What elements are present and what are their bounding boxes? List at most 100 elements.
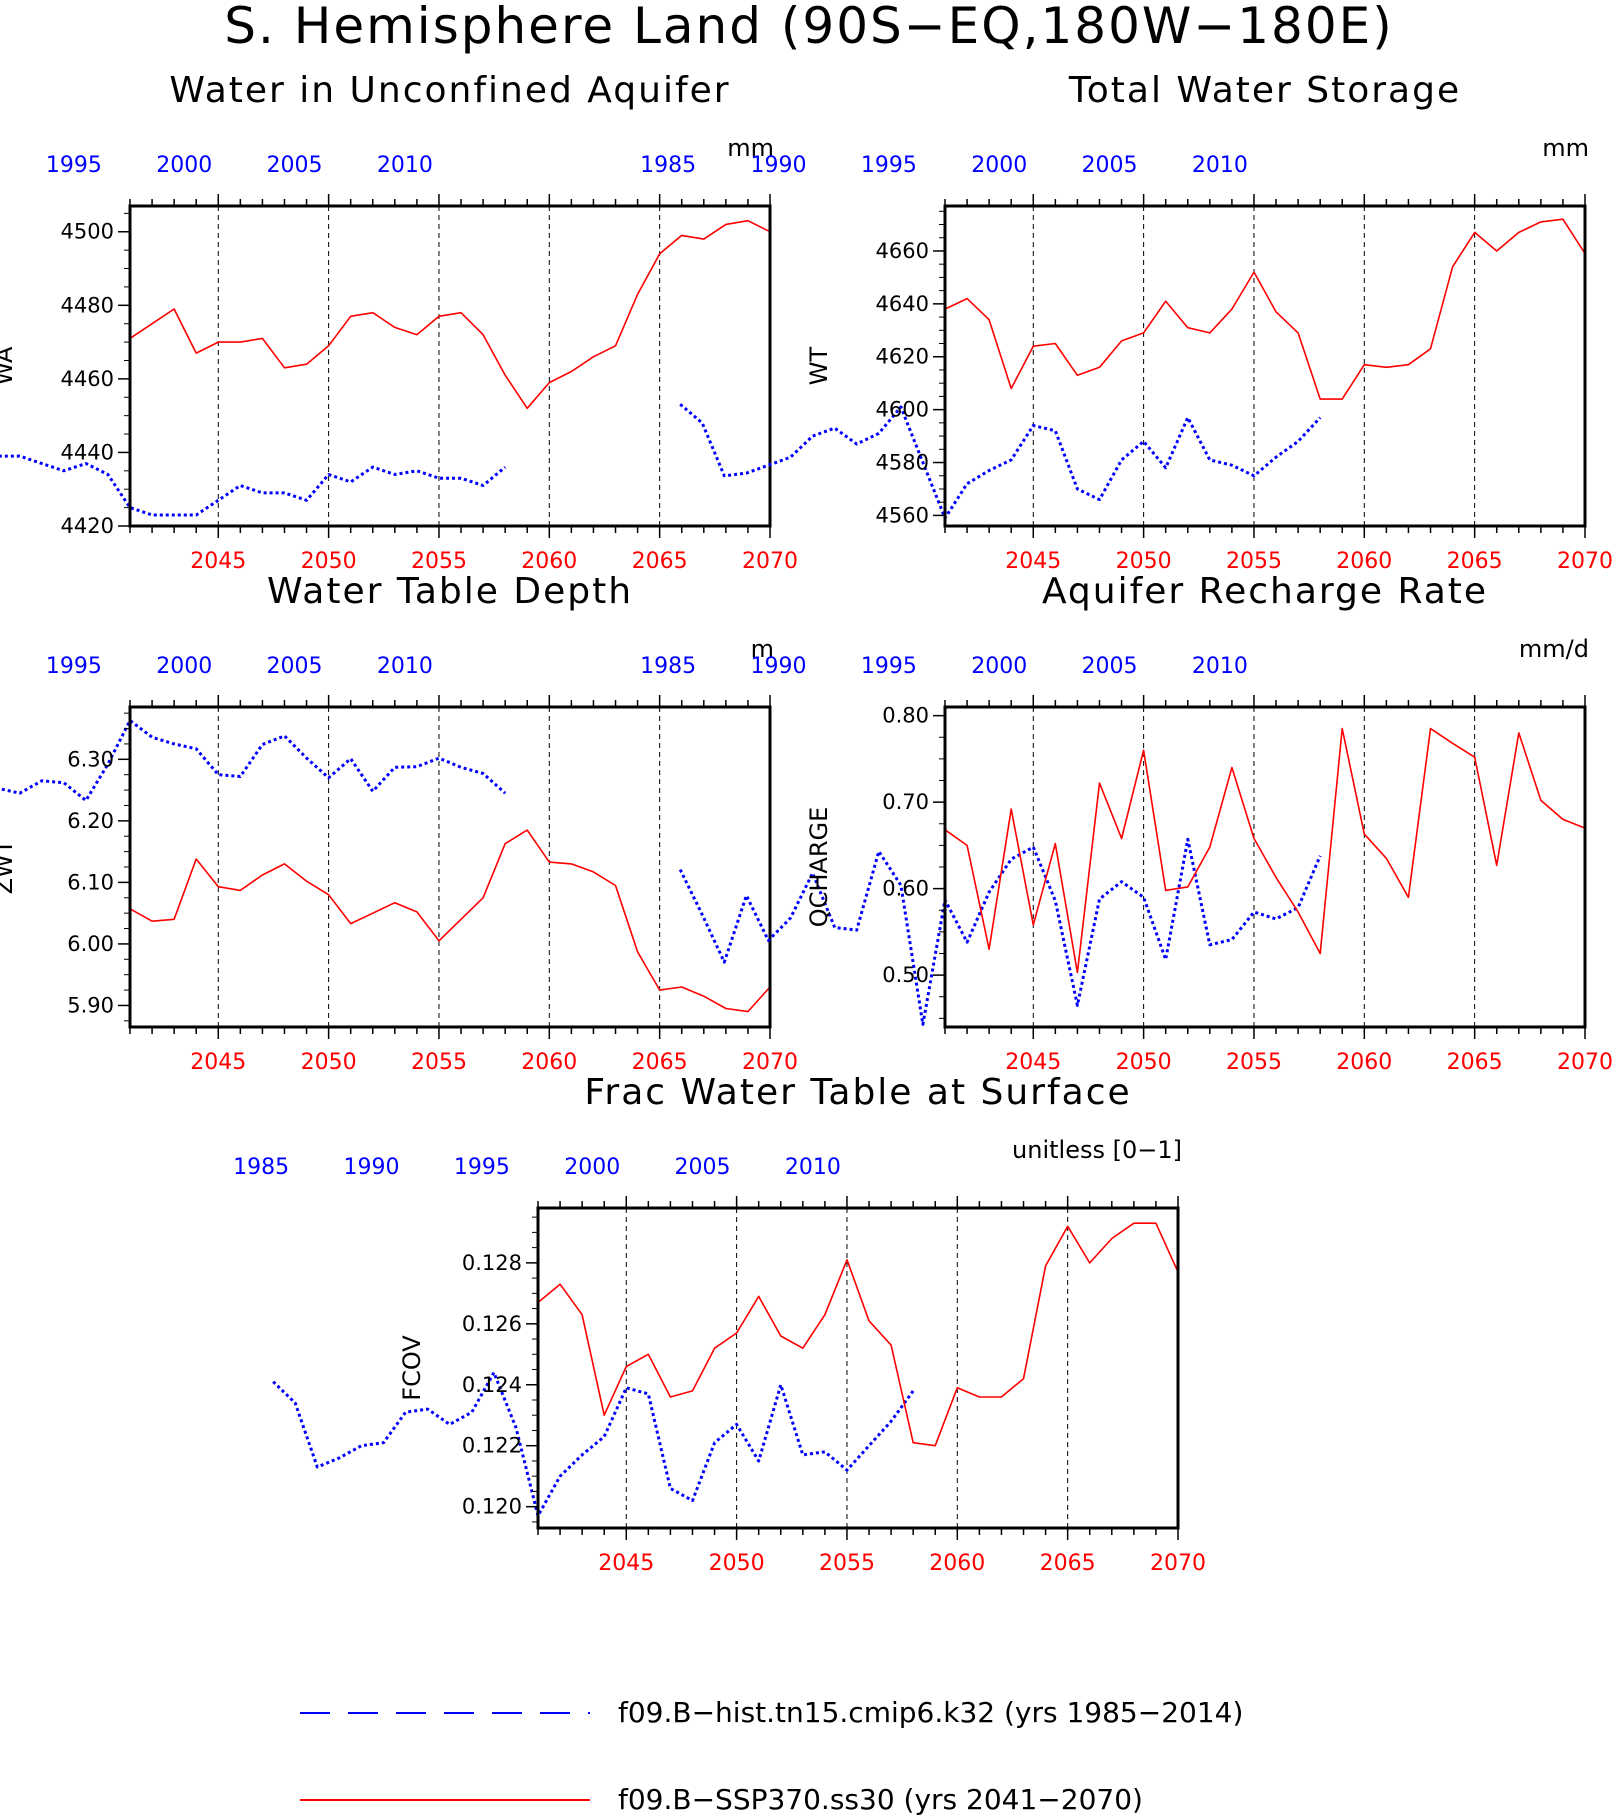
y-tick-label-qcharge: 0.50	[882, 963, 929, 987]
x-tick-label-bottom-wt: 2050	[1116, 549, 1172, 574]
x-tick-label-bottom-qcharge: 2045	[1005, 1050, 1061, 1075]
y-tick-label-qcharge: 0.70	[882, 790, 929, 814]
x-tick-label-bottom-wa: 2065	[632, 549, 688, 574]
x-tick-label-top-fcov: 2010	[785, 1155, 841, 1180]
figure-title: S. Hemisphere Land (90S−EQ,180W−180E)	[224, 0, 1394, 55]
x-tick-label-bottom-wt: 2060	[1336, 549, 1392, 574]
y-tick-label-wt: 4560	[876, 503, 929, 527]
y-tick-label-wt: 4640	[876, 292, 929, 316]
unit-label-fcov: unitless [0−1]	[1012, 1136, 1182, 1164]
series-line-wa-hist	[0, 454, 507, 517]
y-tick-label-qcharge: 0.60	[882, 877, 929, 901]
x-tick-label-top-zwt: 1995	[46, 654, 102, 679]
plot-frame-wa	[128, 204, 772, 528]
y-tick-label-wa: 4440	[61, 440, 114, 464]
x-tick-label-top-qcharge: 2005	[1082, 654, 1138, 679]
series-line-wt-ssp	[944, 218, 1586, 400]
panel-zwt: Water Table Depth m 2045 2050 2055 2060 2065 20…	[0, 571, 798, 1075]
y-axis-label-wt: WT	[805, 346, 833, 385]
panel-title-zwt: Water Table Depth	[267, 571, 633, 612]
y-tick-label-zwt: 5.90	[67, 993, 114, 1017]
y-tick-label-zwt: 6.00	[67, 932, 114, 956]
panel-fcov: Frac Water Table at Surface unitless [0−1…	[233, 1072, 1206, 1576]
unit-label-zwt: m	[751, 635, 774, 663]
x-tick-label-bottom-fcov: 2065	[1040, 1551, 1096, 1576]
plot-frame-wt	[943, 204, 1587, 528]
x-tick-label-top-zwt: 2010	[377, 654, 433, 679]
x-tick-label-top-wa: 2000	[156, 153, 212, 178]
x-tick-label-top-qcharge: 2010	[1192, 654, 1248, 679]
x-tick-label-top-fcov: 1985	[233, 1155, 289, 1180]
panel-wt: Total Water Storage mm 2045 2050 2055 2060 206…	[640, 70, 1613, 574]
y-tick-label-wa: 4480	[61, 293, 114, 317]
x-tick-label-top-wa: 2010	[377, 153, 433, 178]
legend-ssp-label: f09.B−SSP370.ss30 (yrs 2041−2070)	[618, 1783, 1143, 1816]
x-tick-label-bottom-qcharge: 2060	[1336, 1050, 1392, 1075]
x-tick-label-bottom-wa: 2050	[301, 549, 357, 574]
plot-frame-zwt	[128, 705, 772, 1029]
x-tick-label-bottom-fcov: 2060	[929, 1551, 985, 1576]
plot-frame-qcharge	[943, 705, 1587, 1029]
y-tick-label-wa: 4500	[61, 220, 114, 244]
y-tick-label-zwt: 6.20	[67, 809, 114, 833]
panel-wa: Water in Unconfined Aquifer mm 2045 2050 205…	[0, 70, 798, 574]
unit-label-qcharge: mm/d	[1519, 635, 1589, 663]
legend-hist-label: f09.B−hist.tn15.cmip6.k32 (yrs 1985−2014…	[618, 1696, 1243, 1729]
panel-title-wt: Total Water Storage	[1068, 70, 1461, 111]
y-tick-label-fcov: 0.128	[462, 1251, 522, 1275]
x-tick-label-bottom-zwt: 2050	[301, 1050, 357, 1075]
x-tick-label-bottom-wt: 2070	[1557, 549, 1613, 574]
y-tick-label-wt: 4620	[876, 345, 929, 369]
panel-qcharge: Aquifer Recharge Rate mm/d 2045 2050 2055 206…	[640, 571, 1613, 1075]
x-tick-label-bottom-wa: 2060	[521, 549, 577, 574]
x-tick-label-bottom-fcov: 2070	[1150, 1551, 1206, 1576]
unit-label-wa: mm	[727, 134, 774, 162]
x-tick-label-top-wa: 2005	[267, 153, 323, 178]
x-tick-label-bottom-zwt: 2060	[521, 1050, 577, 1075]
series-line-zwt-ssp	[129, 829, 771, 1013]
x-tick-label-top-qcharge: 1985	[640, 654, 696, 679]
x-tick-label-bottom-zwt: 2045	[190, 1050, 246, 1075]
series-line-wa-ssp	[129, 219, 771, 410]
x-tick-label-top-wt: 1995	[861, 153, 917, 178]
x-tick-label-bottom-wt: 2045	[1005, 549, 1061, 574]
y-tick-label-fcov: 0.124	[462, 1373, 522, 1397]
y-tick-label-fcov: 0.120	[462, 1495, 522, 1519]
x-tick-label-bottom-wt: 2065	[1447, 549, 1503, 574]
legend: f09.B−hist.tn15.cmip6.k32 (yrs 1985−2014…	[300, 1696, 1243, 1816]
y-axis-label-qcharge: QCHARGE	[805, 807, 833, 928]
y-tick-label-wa: 4420	[61, 514, 114, 538]
y-axis-label-fcov: FCOV	[398, 1335, 426, 1401]
x-tick-label-top-zwt: 2005	[267, 654, 323, 679]
plot-frame-fcov	[536, 1206, 1180, 1530]
x-tick-label-bottom-qcharge: 2050	[1116, 1050, 1172, 1075]
x-tick-label-top-qcharge: 1990	[751, 654, 807, 679]
x-tick-label-bottom-fcov: 2055	[819, 1551, 875, 1576]
x-tick-label-top-wt: 2010	[1192, 153, 1248, 178]
x-tick-label-top-qcharge: 2000	[971, 654, 1027, 679]
x-tick-label-bottom-wa: 2045	[190, 549, 246, 574]
x-tick-label-bottom-zwt: 2065	[632, 1050, 688, 1075]
x-tick-label-top-fcov: 2005	[675, 1155, 731, 1180]
x-tick-label-top-fcov: 1995	[454, 1155, 510, 1180]
x-tick-label-top-qcharge: 1995	[861, 654, 917, 679]
x-tick-label-bottom-qcharge: 2070	[1557, 1050, 1613, 1075]
x-tick-label-bottom-qcharge: 2065	[1447, 1050, 1503, 1075]
x-tick-label-top-wt: 1990	[751, 153, 807, 178]
y-tick-label-fcov: 0.126	[462, 1312, 522, 1336]
x-tick-label-top-zwt: 2000	[156, 654, 212, 679]
y-tick-label-zwt: 6.10	[67, 870, 114, 894]
x-tick-label-bottom-wa: 2055	[411, 549, 467, 574]
x-tick-label-bottom-zwt: 2055	[411, 1050, 467, 1075]
panels: Water in Unconfined Aquifer mm 2045 2050 205…	[0, 70, 1613, 1576]
x-tick-label-top-wt: 2000	[971, 153, 1027, 178]
x-tick-label-top-fcov: 1990	[344, 1155, 400, 1180]
y-axis-label-zwt: ZWT	[0, 839, 18, 894]
panel-title-qcharge: Aquifer Recharge Rate	[1042, 571, 1488, 612]
series-line-wt-hist	[679, 403, 1322, 520]
unit-label-wt: mm	[1542, 134, 1589, 162]
y-tick-label-qcharge: 0.80	[882, 704, 929, 728]
y-tick-label-wt: 4580	[876, 451, 929, 475]
panel-title-wa: Water in Unconfined Aquifer	[169, 70, 730, 111]
series-line-zwt-hist	[0, 719, 507, 802]
